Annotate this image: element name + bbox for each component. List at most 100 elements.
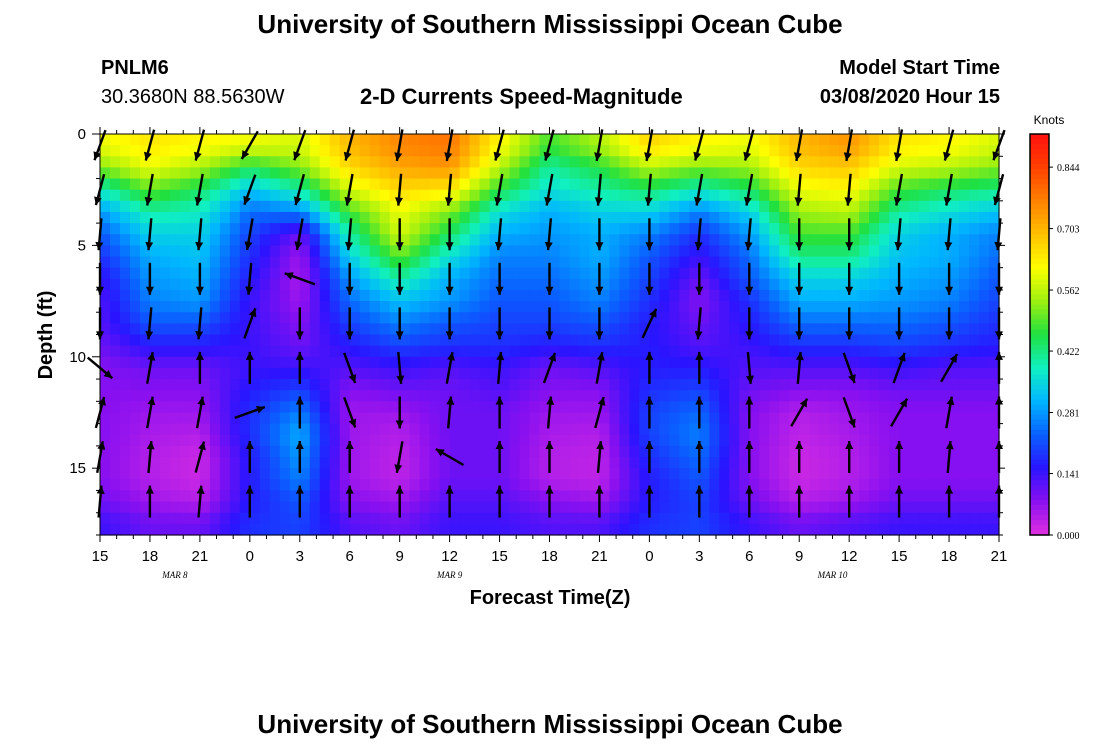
arrow-head (899, 398, 908, 408)
heatmap-cell (619, 200, 631, 213)
heatmap-cell (489, 323, 501, 336)
heatmap-cell (799, 211, 810, 224)
heatmap-cell (179, 134, 191, 146)
heatmap-cell (609, 278, 621, 291)
heatmap-cell (359, 490, 371, 503)
heatmap-cell (249, 434, 261, 447)
heatmap-cell (249, 501, 261, 514)
heatmap-cell (169, 401, 181, 414)
heatmap-cell (689, 379, 700, 391)
heatmap-cell (679, 312, 690, 324)
heatmap-cell (609, 245, 621, 258)
heatmap-cell (949, 367, 960, 380)
heatmap-cell (299, 289, 311, 302)
heatmap-cell (909, 234, 920, 246)
heatmap-cell (439, 323, 451, 336)
heatmap-cell (929, 434, 940, 447)
heatmap-cell (109, 211, 121, 224)
heatmap-cell (269, 412, 281, 425)
heatmap-cell (259, 211, 271, 224)
heatmap-cell (229, 390, 241, 402)
heatmap-cell (199, 356, 211, 369)
heatmap-cell (439, 278, 451, 291)
heatmap-cell (469, 479, 481, 492)
heatmap-cell (459, 479, 471, 492)
heatmap-cell (159, 345, 171, 358)
heatmap-cell (369, 412, 381, 425)
colorbar-segment (1030, 324, 1049, 331)
heatmap-cell (739, 334, 750, 347)
heatmap-cell (539, 379, 551, 391)
heatmap-cell (909, 379, 920, 391)
heatmap-cell (629, 490, 640, 503)
heatmap-cell (449, 223, 461, 235)
heatmap-cell (739, 345, 750, 358)
heatmap-cell (899, 457, 910, 469)
heatmap-cell (479, 200, 491, 213)
heatmap-cell (899, 367, 910, 380)
heatmap-cell (599, 345, 611, 358)
heatmap-cell (189, 312, 201, 324)
heatmap-cell (389, 134, 401, 146)
heatmap-cell (319, 145, 331, 157)
heatmap-cell (699, 512, 710, 525)
heatmap-cell (989, 301, 1000, 313)
arrow-head (743, 151, 752, 161)
heatmap-cell (369, 278, 381, 291)
heatmap-cell (239, 401, 251, 414)
x-tick-label: 0 (645, 548, 653, 565)
arrow-head (994, 241, 1003, 251)
heatmap-cell (219, 334, 231, 347)
heatmap-cell (219, 267, 231, 280)
heatmap-cell (959, 312, 970, 324)
heatmap-cell (289, 289, 301, 302)
heatmap-cell (779, 401, 790, 414)
heatmap-cell (969, 490, 980, 503)
current-arrow (695, 441, 704, 473)
heatmap-cell (499, 234, 511, 246)
heatmap-cell (859, 223, 870, 235)
heatmap-cell (849, 223, 860, 235)
heatmap-cell (989, 134, 1000, 146)
heatmap-cell (449, 345, 461, 358)
heatmap-cell (819, 256, 830, 269)
heatmap-cell (209, 200, 221, 213)
arrow-head (345, 286, 354, 295)
heatmap-cell (699, 301, 710, 313)
heatmap-cell (339, 445, 351, 458)
heatmap-cell (869, 178, 880, 191)
heatmap-cell (939, 412, 950, 425)
heatmap-cell (839, 245, 850, 258)
heatmap-cell (239, 445, 251, 458)
heatmap-cell (699, 312, 710, 324)
heatmap-cell (479, 468, 491, 480)
heatmap-cell (769, 479, 780, 492)
heatmap-cell (179, 223, 191, 235)
heatmap-cell (669, 234, 680, 246)
heatmap-cell (859, 289, 870, 302)
heatmap-cell (579, 312, 591, 324)
heatmap-cell (129, 479, 141, 492)
heatmap-cell (789, 200, 800, 213)
heatmap-cell (619, 423, 631, 436)
heatmap-cell (129, 256, 141, 269)
heatmap-cell (619, 523, 631, 536)
heatmap-cell (509, 479, 521, 492)
heatmap-cell (429, 278, 441, 291)
heatmap-cell (319, 523, 331, 536)
heatmap-cell (559, 490, 571, 503)
heatmap-cell (439, 178, 451, 191)
heatmap-cell (299, 445, 311, 458)
heatmap-cell (589, 468, 601, 480)
heatmap-cell (519, 234, 531, 246)
heatmap-cell (829, 234, 840, 246)
heatmap-cell (909, 245, 920, 258)
heatmap-cell (619, 457, 631, 469)
heatmap-cell (319, 200, 331, 213)
current-arrow (595, 485, 604, 518)
heatmap-cell (229, 245, 241, 258)
heatmap-cell (379, 256, 391, 269)
heatmap-cell (119, 457, 131, 469)
heatmap-cell (159, 234, 171, 246)
current-arrow (745, 441, 754, 473)
